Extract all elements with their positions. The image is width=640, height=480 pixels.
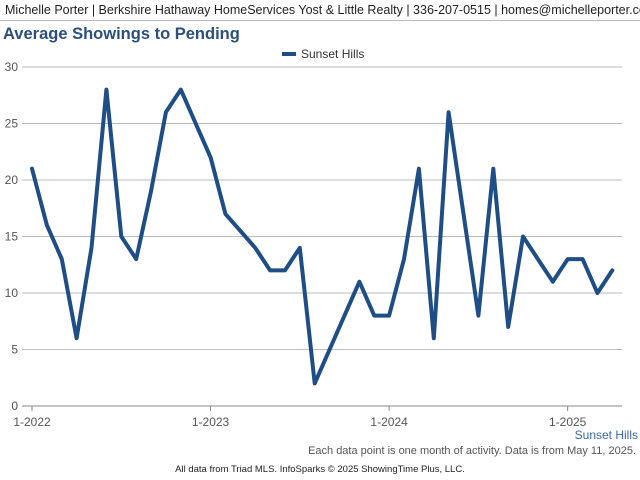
- y-tick-label: 10: [5, 286, 19, 300]
- x-tick-label: 1-2024: [370, 415, 408, 429]
- header-bar: Michelle Porter | Berkshire Hathaway Hom…: [0, 0, 640, 21]
- series-line-sunset-hills: [30, 87, 615, 386]
- x-tick-label: 1-2023: [192, 415, 230, 429]
- agent-contact-header: Michelle Porter | Berkshire Hathaway Hom…: [5, 3, 640, 17]
- copyright-footer: All data from Triad MLS. InfoSparks © 20…: [175, 464, 465, 475]
- corner-series-label: Sunset Hills: [574, 428, 638, 442]
- y-tick-label: 5: [11, 343, 18, 357]
- y-tick-label: 0: [11, 399, 18, 413]
- x-tick-label: 1-2025: [549, 415, 587, 429]
- x-tick-label: 1-2022: [13, 415, 51, 429]
- y-tick-label: 30: [5, 60, 19, 74]
- chart-title: Average Showings to Pending: [3, 25, 240, 43]
- y-tick-label: 20: [5, 173, 19, 187]
- legend-label: Sunset Hills: [301, 47, 364, 61]
- y-tick-label: 25: [5, 117, 19, 131]
- line-chart: 0 5 10 15 20 25 30 1-2022 1-2023 1-2024 1-2025 Suns…: [5, 47, 622, 429]
- data-note: Each data point is one month of activity…: [308, 445, 636, 457]
- y-tick-label: 15: [5, 230, 19, 244]
